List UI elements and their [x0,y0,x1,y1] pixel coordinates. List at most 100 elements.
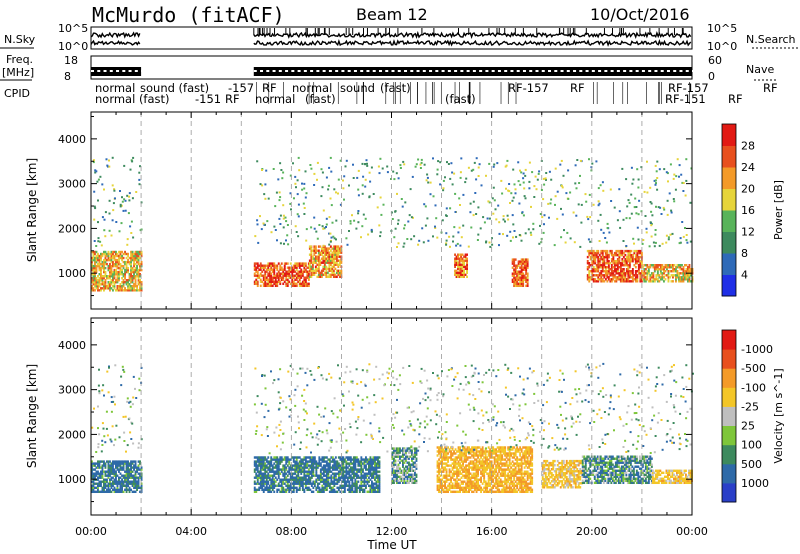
velocity-cell-1655 [409,477,412,481]
power-cell-1243 [523,266,526,269]
power-scatter-346 [469,202,472,205]
power-scatter-865 [584,193,587,196]
velocity-cell-1943 [457,460,460,463]
power-scatter-681 [649,221,652,224]
velocity-cell-665 [283,466,286,469]
power-cell-1458 [610,264,613,267]
velocity-cell-456 [259,464,262,467]
velocity-cell-2081 [469,452,472,455]
velocity-cell-554 [270,468,273,471]
velocity-cell-1958 [459,462,461,465]
power-cell-1120 [461,263,464,267]
power-scatter-761 [452,235,455,238]
power-cell-1571 [625,280,628,283]
cpid-row2-5: (fast) [445,92,476,106]
power-cell-1407 [603,249,606,253]
power-scatter-428 [94,207,97,210]
velocity-cell-1574 [399,461,401,464]
power-cell-1218 [520,274,523,277]
power-cell-1652 [636,276,639,279]
power-cell-986 [331,251,334,254]
power-cell-961 [328,253,331,256]
power-cell-1270 [526,260,529,263]
velocity-cell-1961 [459,454,461,457]
power-cell-1181 [514,264,517,267]
power-cell-823 [310,249,313,252]
velocity-cell-780 [297,470,300,473]
power-cell-1418 [604,249,607,253]
velocity-cell-2139 [475,482,478,485]
velocity-cell-1252 [351,458,354,461]
power-ytick-label-1: 2000 [58,222,86,235]
power-cell-1030 [337,269,340,273]
velocity-cell-875 [307,470,310,473]
power-cell-28 [92,256,95,260]
power-cell-1081 [455,255,458,258]
velocity-cell-85 [101,474,104,477]
power-cell-1285 [588,272,591,275]
velocity-cell-634 [280,486,283,490]
freq-nave-strip: Freq. [MHz] 18 8 Nave 60 0 [0,53,778,83]
power-cell-1164 [513,274,516,277]
power-cell-777 [304,280,307,284]
power-cell-1441 [607,255,610,259]
velocity-cell-620 [277,460,280,463]
power-cell-1207 [519,276,522,279]
power-cell-1461 [610,253,613,257]
velocity-cell-1572 [399,471,401,475]
velocity-cell-38 [95,486,98,490]
power-cell-1225 [520,260,523,263]
power-cell-605 [273,270,276,273]
power-scatter-30 [637,238,640,241]
power-cell-75 [97,256,99,260]
velocity-cell-413 [255,472,258,475]
velocity-cell-934 [315,472,318,475]
velocity-cell-161 [110,462,113,465]
power-cell-1020 [335,259,338,262]
velocity-cell-397 [253,488,256,492]
power-cell-279 [118,250,120,254]
velocity-cell-1838 [447,474,449,477]
velocity-cell-1609 [403,469,406,473]
power-cell-761 [301,272,304,275]
power-cell-229 [113,268,116,272]
velocity-cell-1872 [451,490,454,494]
velocity-cell-504 [264,462,267,465]
power-cell-1396 [601,249,604,253]
velocity-cell-609 [277,488,280,492]
velocity-cell-1974 [460,464,463,467]
velocity-cell-1216 [348,476,351,479]
power-cell-73 [97,262,99,266]
velocity-cell-696 [288,486,291,490]
velocity-cell-2172 [477,450,479,453]
velocity-cell-910 [312,474,315,477]
velocity-cell-117 [106,484,108,488]
power-cell-1174 [514,280,517,284]
power-cell-918 [323,261,326,264]
velocity-cell-604 [276,464,279,467]
power-cell-1024 [335,251,338,254]
velocity-cell-87 [101,470,104,473]
power-scatter-582 [393,178,396,181]
power-scatter-866 [527,228,530,231]
velocity-cell-1241 [351,486,354,490]
velocity-cell-1911 [454,462,457,465]
power-cell-87 [98,264,101,268]
power-scatter-314 [492,186,495,189]
power-scatter-113 [128,199,131,202]
power-cell-1415 [604,255,607,259]
velocity-cell-309 [130,488,132,492]
power-cell-100 [100,270,102,274]
power-scatter-364 [421,227,424,230]
velocity-cell-628 [279,462,282,465]
velocity-cell-684 [286,484,289,488]
velocity-cell-1913 [454,458,457,461]
power-cell-5 [91,277,93,280]
velocity-cell-1369 [365,456,367,459]
power-cell-1561 [624,278,627,281]
power-scatter-177 [690,167,693,170]
velocity-cell-19 [92,480,95,483]
velocity-cell-1508 [391,455,394,458]
power-cell-1334 [594,258,597,261]
power-cell-1263 [526,278,529,282]
